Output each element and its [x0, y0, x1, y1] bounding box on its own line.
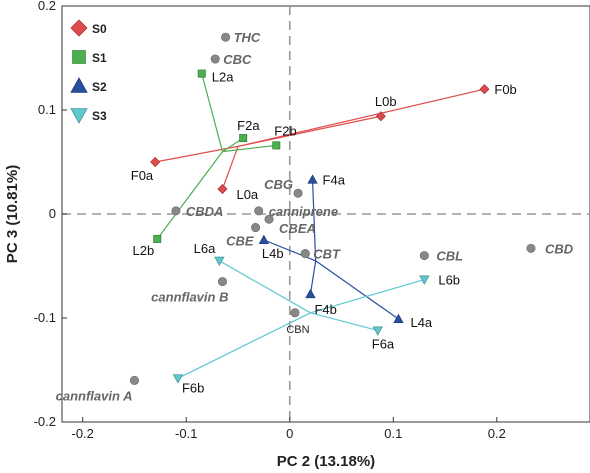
spoke-s2-f4a: [311, 179, 317, 261]
point-label-f6b: F6b: [182, 380, 204, 395]
sample-points: F0a F0b L0a L0b L2a F2a F2b L2b F4a L4b F4b L4a L6a L…: [131, 70, 517, 396]
point-f4a: [307, 174, 318, 184]
y-axis-title: PC 3 (10.81%): [4, 165, 21, 263]
spoke-s3-f6a: [310, 312, 378, 332]
point-label-f4b: F4b: [314, 302, 336, 317]
compound-label-cbn: CBN: [286, 324, 309, 336]
point-label-f2a: F2a: [237, 118, 260, 133]
compound-point-canniprene: [254, 206, 264, 216]
spoke-s2-f4b: [309, 260, 317, 295]
point-label-l6b: L6b: [438, 273, 460, 288]
legend-label-s2: S2: [92, 80, 107, 94]
spoke-s1-f2b: [222, 144, 277, 153]
point-label-l4b: L4b: [262, 246, 284, 261]
point-label-l2b: L2b: [133, 243, 155, 258]
compound-loadings: THC CBC CBG CBDA canniprene CBEA CBE CBT CBL CBD c…: [56, 30, 574, 403]
compound-point-cbea: [264, 214, 274, 224]
point-l4b: [258, 234, 270, 245]
spoke-s1-l2a: [201, 73, 224, 152]
centroid-spokes: [155, 73, 485, 379]
point-label-f0b: F0b: [494, 82, 516, 97]
compound-point-cbg: [293, 188, 303, 198]
point-f0a: [150, 156, 161, 168]
compound-label-cbt: CBT: [313, 247, 341, 262]
point-l6b: [419, 275, 430, 285]
spoke-s0-f0b: [237, 88, 485, 147]
point-label-l2a: L2a: [212, 70, 234, 85]
compound-label-cannflavin-b: cannflavin B: [151, 290, 228, 305]
y-tick-label: -0.2: [34, 414, 56, 429]
legend-marker-s0: [70, 19, 88, 37]
compound-label-thc: THC: [234, 30, 261, 45]
axis-ticks: -0.2 -0.1 0 0.1 0.2 0.2 0.1 0 -0.1 -0.2: [34, 0, 506, 441]
point-f0b: [479, 84, 490, 95]
compound-label-canniprene: canniprene: [269, 204, 338, 219]
compound-point-cannflavin-b: [217, 277, 227, 287]
spoke-s3-l6a: [219, 260, 311, 314]
compound-point-cbc: [210, 54, 220, 64]
legend-label-s3: S3: [92, 109, 107, 123]
point-label-l0b: L0b: [375, 94, 397, 109]
point-f4b: [305, 288, 316, 299]
point-label-l0a: L0a: [236, 187, 258, 202]
point-l0b: [375, 111, 386, 122]
x-tick-label: -0.1: [175, 426, 197, 441]
y-tick-label: 0.1: [38, 102, 56, 117]
spoke-s1-l2b: [156, 151, 223, 240]
point-label-f2b: F2b: [274, 123, 296, 138]
compound-label-cannflavin-a: cannflavin A: [56, 388, 133, 403]
x-tick-label: 0.1: [384, 426, 402, 441]
spoke-s0-l0a: [221, 146, 239, 190]
point-f2a: [239, 134, 248, 143]
x-tick-label: 0.2: [488, 426, 506, 441]
y-tick-label: 0.2: [38, 0, 56, 13]
x-axis-title: PC 2 (13.18%): [277, 453, 375, 470]
compound-point-cbn: [290, 308, 300, 318]
point-label-l6a: L6a: [194, 241, 216, 256]
compound-label-cbe: CBE: [226, 234, 254, 249]
point-label-f6a: F6a: [372, 336, 395, 351]
legend-marker-s2: [70, 77, 88, 93]
x-tick-label: 0: [286, 426, 293, 441]
point-l0a: [217, 183, 228, 195]
legend: S0 S1 S2 S3: [70, 19, 107, 124]
legend-label-s0: S0: [92, 22, 107, 36]
point-label-l4a: L4a: [410, 315, 432, 330]
point-label-f4a: F4a: [323, 173, 346, 188]
compound-label-cbd: CBD: [545, 241, 574, 256]
compound-point-cbe: [251, 223, 261, 233]
point-l2a: [197, 69, 206, 78]
spoke-s0-l0b: [237, 115, 381, 147]
legend-label-s1: S1: [92, 51, 107, 65]
legend-marker-s3: [70, 108, 88, 124]
point-f6b: [172, 374, 184, 384]
point-l6a: [214, 256, 225, 267]
spoke-s0-f0a: [155, 145, 239, 163]
spoke-s3-f6b: [177, 312, 311, 379]
compound-point-cbt: [300, 249, 310, 259]
reference-lines: [62, 6, 590, 422]
point-label-f0a: F0a: [131, 168, 154, 183]
y-tick-label: 0: [49, 206, 56, 221]
spoke-s2-l4a: [315, 260, 399, 320]
compound-point-thc: [221, 32, 231, 42]
compound-label-cbg: CBG: [264, 177, 293, 192]
legend-marker-s1: [72, 50, 86, 64]
point-l2b: [153, 234, 162, 243]
spoke-s3-l6b: [310, 278, 425, 314]
compound-point-cannflavin-a: [129, 375, 139, 385]
x-tick-label: -0.2: [72, 426, 94, 441]
point-f6a: [372, 326, 383, 336]
point-l4a: [393, 313, 404, 324]
compound-point-cbl: [419, 251, 429, 261]
compound-point-cbda: [171, 206, 181, 216]
y-tick-label: -0.1: [34, 310, 56, 325]
compound-point-cbd: [526, 243, 536, 253]
compound-label-cbc: CBC: [223, 52, 252, 67]
point-f2b: [272, 141, 281, 150]
compound-label-cbl: CBL: [436, 249, 463, 264]
compound-label-cbda: CBDA: [186, 204, 224, 219]
compound-label-cbea: CBEA: [279, 221, 316, 236]
